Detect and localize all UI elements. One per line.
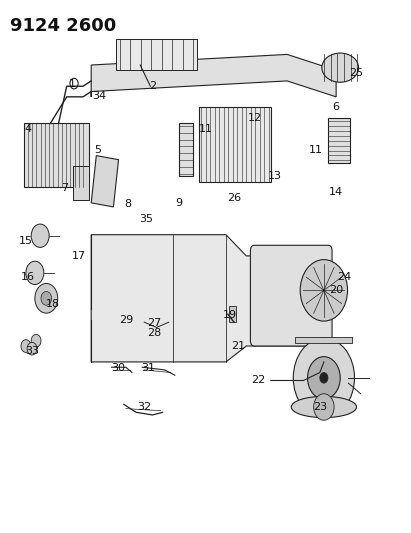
Text: 16: 16 (21, 272, 35, 282)
Text: 1: 1 (69, 78, 76, 88)
Bar (229, 306, 236, 322)
Circle shape (41, 292, 52, 305)
Text: 25: 25 (349, 68, 364, 78)
Text: 13: 13 (268, 172, 282, 181)
Text: 5: 5 (94, 145, 101, 155)
Text: 9: 9 (175, 198, 182, 208)
Text: 34: 34 (92, 91, 106, 101)
Text: 11: 11 (199, 124, 212, 134)
Text: 21: 21 (231, 341, 245, 351)
Polygon shape (91, 54, 336, 97)
Text: 35: 35 (139, 214, 153, 224)
Bar (328, 118, 351, 163)
Text: 30: 30 (111, 364, 125, 373)
Text: 12: 12 (247, 113, 261, 123)
Circle shape (27, 342, 37, 355)
Text: 33: 33 (25, 346, 39, 357)
Bar (73, 166, 89, 200)
FancyBboxPatch shape (250, 245, 332, 346)
Text: 7: 7 (61, 183, 68, 193)
Text: 24: 24 (337, 272, 351, 282)
Text: 26: 26 (227, 192, 241, 203)
Circle shape (35, 284, 58, 313)
Text: 15: 15 (19, 236, 33, 246)
Circle shape (300, 260, 348, 321)
Text: 28: 28 (148, 328, 162, 338)
Circle shape (293, 338, 355, 418)
Polygon shape (91, 235, 320, 362)
Text: 20: 20 (329, 285, 343, 295)
Text: 31: 31 (141, 364, 155, 373)
Text: 4: 4 (24, 124, 32, 134)
Circle shape (21, 340, 31, 352)
Text: 27: 27 (148, 318, 162, 328)
Bar (91, 156, 118, 207)
Text: 18: 18 (45, 298, 60, 309)
Text: 19: 19 (223, 310, 237, 320)
Circle shape (314, 394, 334, 420)
Bar (115, 38, 197, 70)
Text: 29: 29 (119, 314, 133, 325)
Bar (179, 123, 193, 176)
Text: 23: 23 (313, 402, 327, 412)
Text: 14: 14 (329, 187, 343, 197)
Text: 2: 2 (149, 81, 156, 91)
Circle shape (31, 334, 41, 347)
Circle shape (26, 261, 44, 285)
Bar (199, 108, 271, 182)
Ellipse shape (322, 53, 358, 82)
Bar (296, 337, 353, 343)
Text: 32: 32 (137, 402, 151, 412)
Circle shape (31, 224, 49, 247)
Text: 22: 22 (252, 375, 266, 385)
Circle shape (307, 357, 340, 399)
Text: 11: 11 (309, 145, 323, 155)
Circle shape (320, 373, 328, 383)
Text: 8: 8 (125, 199, 132, 209)
Bar (24, 123, 89, 187)
Text: 9124 2600: 9124 2600 (9, 17, 116, 35)
Ellipse shape (291, 397, 356, 418)
Text: 6: 6 (332, 102, 339, 112)
Text: 17: 17 (72, 251, 86, 261)
